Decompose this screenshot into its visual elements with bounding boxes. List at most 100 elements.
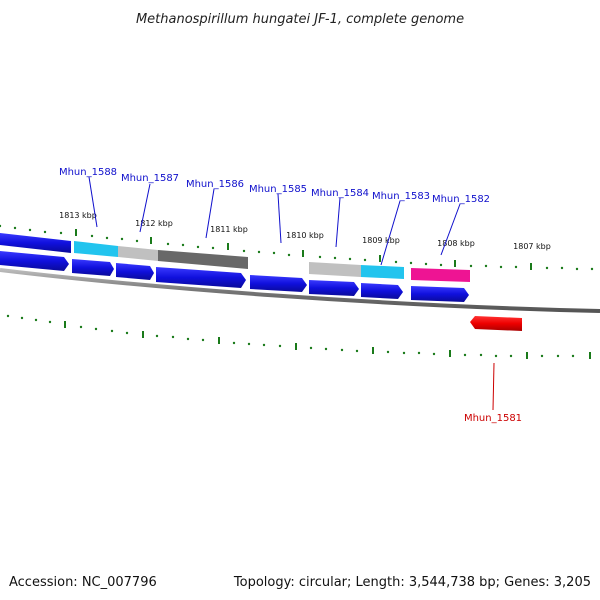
gene-label-mhun-1581[interactable]: Mhun_1581 [464,413,522,424]
leader-line [205,188,215,239]
tick-dot [105,236,109,240]
major-tick [449,350,451,357]
tick-dot [6,314,10,318]
tick-dot [571,354,575,358]
accession-text: Accession: NC_007796 [9,575,157,590]
tick-dot [247,342,251,346]
tick-dot [509,354,513,358]
tick-dot [94,327,98,331]
tick-dot [355,349,359,353]
leader-line [335,197,341,248]
tick-dot [211,246,215,250]
major-tick [150,237,152,244]
tick-label: 1809 kbp [362,236,400,245]
tick-dot [424,262,428,266]
gene-arrow-forward[interactable] [156,267,246,288]
leader-line [380,200,401,266]
major-tick [64,321,66,328]
gene-arrow-forward[interactable] [361,283,403,299]
major-tick [530,263,532,270]
gene-label-mhun-1583[interactable]: Mhun_1583 [372,191,430,202]
major-tick [227,243,229,250]
gene-arrow-reverse[interactable] [470,316,522,331]
map-title: Methanospirillum hungatei JF-1, complete… [136,12,464,27]
gene-label-mhun-1588[interactable]: Mhun_1588 [59,167,117,178]
gene-feature-gray[interactable] [118,246,158,261]
tick-dot [186,337,190,341]
tick-dot [340,348,344,352]
tick-dot [590,267,594,271]
tick-labels: 1813 kbp 1812 kbp 1811 kbp 1810 kbp 1809… [59,211,551,251]
major-tick [589,352,591,359]
tick-dot [484,264,488,268]
tick-label: 1812 kbp [135,219,173,228]
gene-feature-magenta[interactable] [411,268,470,282]
tick-dot [171,335,175,339]
tick-dot [43,230,47,234]
tick-dot [469,264,473,268]
topology-summary-text: Topology: circular; Length: 3,544,738 bp… [233,575,591,590]
tick-dot [110,329,114,333]
tick-dot [479,353,483,357]
tick-label: 1808 kbp [437,239,475,248]
gene-arrow-forward[interactable] [411,286,469,302]
gene-arrow-forward[interactable] [309,280,359,296]
gene-feature-cyan[interactable] [361,265,404,279]
gene-feature-cyan[interactable] [74,241,118,257]
tick-dot [394,260,398,264]
major-tick [142,331,144,338]
tick-label: 1811 kbp [210,225,248,234]
gene-feature[interactable] [0,233,71,253]
tick-dot [494,354,498,358]
major-tick [295,343,297,350]
tick-dot [287,253,291,257]
tick-dot [309,346,313,350]
tick-dot [20,316,24,320]
gene-labels: Mhun_1588 Mhun_1587 Mhun_1586 Mhun_1585 … [59,167,522,424]
tick-dot [135,239,139,243]
gene-feature-gray[interactable] [309,262,361,277]
tick-dot [575,267,579,271]
tick-dot [556,354,560,358]
tick-dot [318,255,322,259]
major-tick [526,352,528,359]
gene-arrow-forward[interactable] [250,275,307,292]
tick-dot [28,228,32,232]
tick-dot [34,318,38,322]
tick-dot [48,320,52,324]
tick-dot [386,350,390,354]
gene-label-mhun-1586[interactable]: Mhun_1586 [186,179,244,190]
leader-line [492,362,495,411]
gene-label-mhun-1582[interactable]: Mhun_1582 [432,194,490,205]
major-tick [302,250,304,257]
tick-dot [333,256,337,260]
tick-dot [560,266,564,270]
gene-leader-lines [88,176,495,411]
gene-feature-darkgray[interactable] [158,250,248,269]
major-tick [75,229,77,236]
tick-dot [196,245,200,249]
tick-dot [324,347,328,351]
tick-dot [363,258,367,262]
tick-dot [545,266,549,270]
leader-line [277,193,282,244]
leader-line [88,176,98,228]
tick-dot [181,243,185,247]
tick-dot [278,344,282,348]
tick-dot [120,237,124,241]
forward-tick-track [0,224,594,271]
gene-arrow-forward[interactable] [72,259,114,276]
gene-label-mhun-1585[interactable]: Mhun_1585 [249,184,307,195]
gene-label-mhun-1584[interactable]: Mhun_1584 [311,188,369,199]
tick-label: 1813 kbp [59,211,97,220]
gene-label-mhun-1587[interactable]: Mhun_1587 [121,173,179,184]
tick-dot [90,234,94,238]
tick-dot [540,354,544,358]
gene-arrow-forward[interactable] [0,251,69,271]
tick-dot [409,261,413,265]
tick-dot [155,334,159,338]
tick-dot [242,249,246,253]
tick-dot [348,257,352,261]
gene-arrow-forward[interactable] [116,263,154,280]
tick-dot [166,242,170,246]
